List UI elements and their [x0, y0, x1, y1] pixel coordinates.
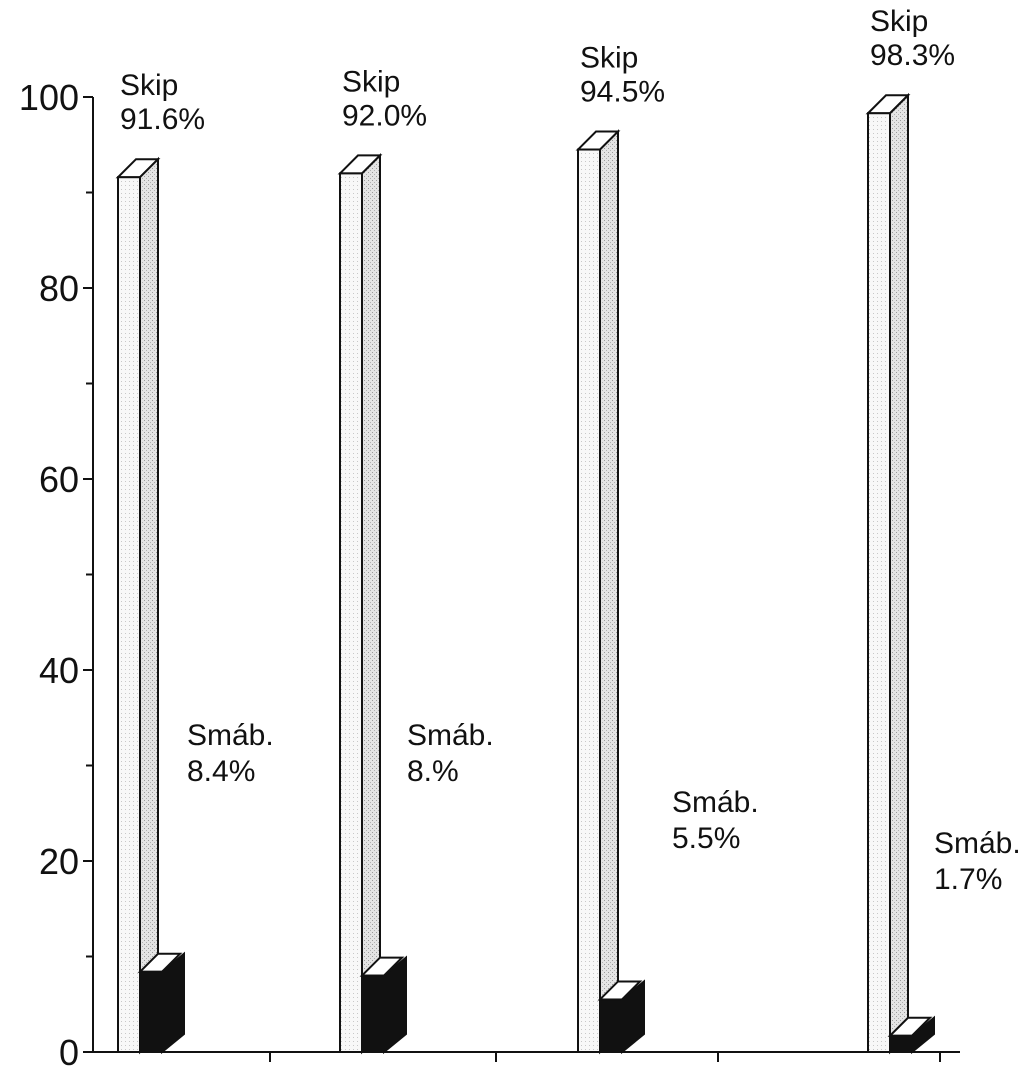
skip-bar-side: [889, 92, 909, 1055]
y-tick-label: 0: [59, 1032, 79, 1071]
skip-bar-side: [599, 129, 619, 1055]
smab-value-label: 8.4%: [187, 755, 255, 788]
y-tick-label: 40: [39, 650, 79, 691]
smab-value-label: 8.%: [407, 755, 459, 788]
smab-value-label: 5.5%: [672, 822, 740, 855]
smab-bar-front: [139, 970, 163, 1054]
skip-bar-front: [117, 176, 141, 1054]
bar-labels: Skip91.6%Smáb.8.4%Skip92.0%Smáb.8.%Skip9…: [120, 5, 1021, 896]
axes: 0 20 40 60 80 100: [19, 77, 960, 1071]
skip-bar-front: [339, 172, 363, 1053]
skip-bar-front: [867, 112, 891, 1054]
smab-bar-side: [161, 951, 185, 1055]
skip-bar-side: [361, 152, 381, 1055]
skip-value-label: 92.0%: [342, 99, 427, 132]
y-tick-label: 100: [19, 77, 79, 118]
skip-bar-front: [577, 148, 601, 1053]
smab-bar-front: [599, 998, 623, 1053]
y-tick-label: 60: [39, 459, 79, 500]
skip-bar-side: [139, 156, 159, 1055]
smab-bar-side: [911, 1015, 935, 1055]
skip-series-label: Skip: [120, 69, 178, 102]
skip-value-label: 98.3%: [870, 39, 955, 72]
smab-series-label: Smáb.: [187, 719, 274, 752]
skip-series-label: Skip: [580, 42, 638, 75]
smab-bar-front: [889, 1034, 913, 1054]
smab-series-label: Smáb.: [672, 786, 759, 819]
smab-bar-side: [621, 979, 645, 1055]
smab-bar-front: [361, 974, 385, 1053]
smab-value-label: 1.7%: [934, 863, 1002, 896]
smab-series-label: Smáb.: [407, 719, 494, 752]
skip-series-label: Skip: [870, 5, 928, 38]
skip-value-label: 94.5%: [580, 76, 665, 109]
smab-series-label: Smáb.: [934, 827, 1021, 860]
y-tick-label: 20: [39, 841, 79, 882]
smab-bar-side: [383, 955, 407, 1055]
skip-value-label: 91.6%: [120, 103, 205, 136]
skip-series-label: Skip: [342, 65, 400, 98]
y-tick-label: 80: [39, 268, 79, 309]
bars: [115, 92, 935, 1055]
